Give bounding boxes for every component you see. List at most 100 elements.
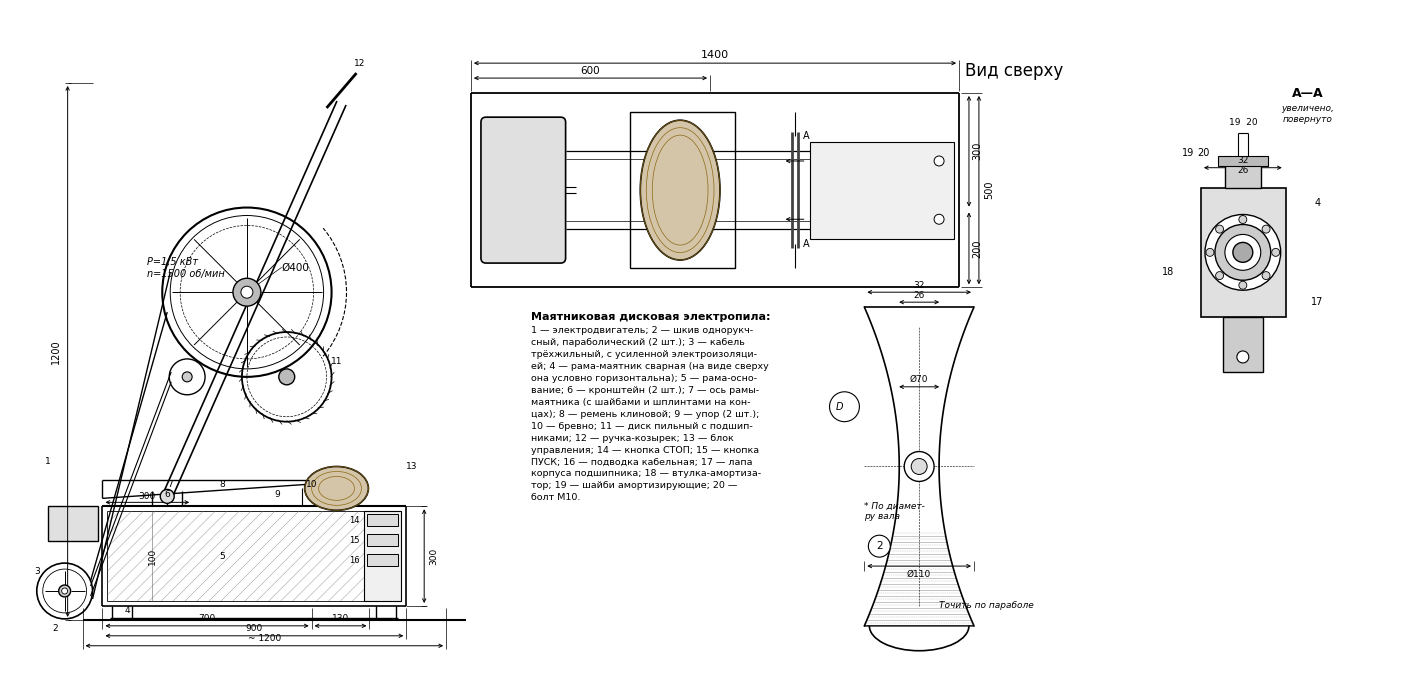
Text: 26: 26 xyxy=(913,291,925,299)
Text: 900: 900 xyxy=(245,624,263,634)
Text: никами; 12 — ручка-козырек; 13 — блок: никами; 12 — ручка-козырек; 13 — блок xyxy=(531,434,733,443)
Text: Вид сверху: Вид сверху xyxy=(965,62,1063,80)
Text: 10 — бревно; 11 — диск пильный с подшип-: 10 — бревно; 11 — диск пильный с подшип- xyxy=(531,421,752,430)
Text: ей; 4 — рама-маятник сварная (на виде сверху: ей; 4 — рама-маятник сварная (на виде св… xyxy=(531,362,769,371)
Circle shape xyxy=(1261,225,1270,233)
Ellipse shape xyxy=(641,120,721,260)
Text: 200: 200 xyxy=(972,239,982,258)
Text: * По диамет-
ру вала: * По диамет- ру вала xyxy=(865,501,925,521)
Bar xyxy=(367,554,398,566)
Text: Точить по параболе: Точить по параболе xyxy=(939,602,1033,610)
Text: Ø400: Ø400 xyxy=(281,263,310,272)
Text: 19  20: 19 20 xyxy=(1229,119,1257,128)
Bar xyxy=(367,534,398,546)
Text: 1 — электродвигатель; 2 — шкив однорукч-: 1 — электродвигатель; 2 — шкив однорукч- xyxy=(531,326,753,335)
Text: маятника (с шайбами и шплинтами на кон-: маятника (с шайбами и шплинтами на кон- xyxy=(531,398,751,406)
Circle shape xyxy=(1216,271,1223,280)
Text: 600: 600 xyxy=(581,66,601,76)
Text: 300: 300 xyxy=(430,548,438,565)
Text: 19: 19 xyxy=(1182,148,1194,158)
Text: 1: 1 xyxy=(44,457,50,466)
Text: трёхжильный, с усиленной электроизоляци-: трёхжильный, с усиленной электроизоляци- xyxy=(531,350,756,359)
Circle shape xyxy=(1261,271,1270,280)
Text: 1200: 1200 xyxy=(51,339,61,364)
Circle shape xyxy=(1233,242,1253,263)
Bar xyxy=(1202,188,1286,317)
Text: n=1500 об/мин: n=1500 об/мин xyxy=(147,269,225,279)
Circle shape xyxy=(1204,215,1280,291)
Text: цах); 8 — ремень клиновой; 9 — упор (2 шт.);: цах); 8 — ремень клиновой; 9 — упор (2 ш… xyxy=(531,410,759,419)
Text: A: A xyxy=(802,131,809,140)
Bar xyxy=(1224,163,1261,188)
Text: 6: 6 xyxy=(164,490,170,499)
Text: 11: 11 xyxy=(331,357,342,366)
Bar xyxy=(1223,317,1263,372)
Text: 16: 16 xyxy=(348,556,360,565)
Text: вание; 6 — кронштейн (2 шт.); 7 — ось рамы-: вание; 6 — кронштейн (2 шт.); 7 — ось ра… xyxy=(531,386,759,395)
Bar xyxy=(364,512,401,601)
Bar xyxy=(47,506,97,542)
Circle shape xyxy=(1239,281,1247,289)
Text: 2: 2 xyxy=(876,541,883,551)
Circle shape xyxy=(935,156,945,166)
Text: 3: 3 xyxy=(34,567,40,576)
Circle shape xyxy=(1239,216,1247,224)
Text: 100: 100 xyxy=(148,548,157,565)
Bar xyxy=(367,514,398,527)
Text: 2: 2 xyxy=(51,624,57,634)
Text: она условно горизонтальна); 5 — рама-осно-: она условно горизонтальна); 5 — рама-осн… xyxy=(531,374,756,383)
Circle shape xyxy=(869,535,890,557)
Text: увеличено,: увеличено, xyxy=(1281,104,1334,113)
Text: ПУСК; 16 — подводка кабельная; 17 — лапа: ПУСК; 16 — подводка кабельная; 17 — лапа xyxy=(531,458,752,466)
Text: А—А: А—А xyxy=(1291,87,1323,100)
Text: корпуса подшипника; 18 — втулка-амортиза-: корпуса подшипника; 18 — втулка-амортиза… xyxy=(531,469,761,479)
Text: болт М10.: болт М10. xyxy=(531,493,581,503)
Circle shape xyxy=(1206,248,1214,256)
Circle shape xyxy=(935,214,945,224)
Text: Ø110: Ø110 xyxy=(908,569,932,578)
Text: 5: 5 xyxy=(220,552,225,561)
FancyBboxPatch shape xyxy=(481,117,565,263)
Text: P=1,5 кВт: P=1,5 кВт xyxy=(147,257,198,267)
Text: 32: 32 xyxy=(1237,156,1249,165)
Text: 13: 13 xyxy=(405,462,417,471)
Circle shape xyxy=(61,588,67,594)
Text: 15: 15 xyxy=(350,535,360,545)
Text: 4: 4 xyxy=(1314,198,1320,207)
Circle shape xyxy=(1224,235,1261,270)
Text: управления; 14 — кнопка СТОП; 15 — кнопка: управления; 14 — кнопка СТОП; 15 — кнопк… xyxy=(531,445,759,455)
Text: 12: 12 xyxy=(354,59,365,68)
Text: Маятниковая дисковая электропила:: Маятниковая дисковая электропила: xyxy=(531,312,771,322)
Text: 14: 14 xyxy=(350,516,360,524)
Circle shape xyxy=(160,490,174,503)
Text: 300: 300 xyxy=(972,142,982,160)
Text: 8: 8 xyxy=(220,480,225,489)
Circle shape xyxy=(905,451,935,481)
Bar xyxy=(1217,155,1267,166)
Text: 17: 17 xyxy=(1311,297,1324,307)
Text: 300: 300 xyxy=(138,492,156,501)
Circle shape xyxy=(1271,248,1280,256)
Circle shape xyxy=(241,286,253,298)
Circle shape xyxy=(233,278,261,306)
Circle shape xyxy=(1214,224,1270,280)
Text: 500: 500 xyxy=(983,181,993,199)
Text: 9: 9 xyxy=(274,490,280,499)
Text: 10: 10 xyxy=(305,480,317,489)
Text: 32: 32 xyxy=(913,281,925,290)
Text: D: D xyxy=(836,402,843,412)
Circle shape xyxy=(912,458,928,475)
Text: 26: 26 xyxy=(1237,166,1249,175)
Text: ~ 1200: ~ 1200 xyxy=(248,634,281,643)
Text: A: A xyxy=(802,239,809,250)
Text: 700: 700 xyxy=(198,614,215,623)
Text: 18: 18 xyxy=(1162,267,1174,278)
Circle shape xyxy=(1216,225,1223,233)
Text: Ø70: Ø70 xyxy=(910,374,929,383)
Bar xyxy=(631,113,735,268)
Text: сный, параболический (2 шт.); 3 — кабель: сный, параболический (2 шт.); 3 — кабель xyxy=(531,338,745,347)
Text: 130: 130 xyxy=(332,614,350,623)
Text: тор; 19 — шайби амортизирующие; 20 —: тор; 19 — шайби амортизирующие; 20 — xyxy=(531,481,738,490)
Circle shape xyxy=(1237,351,1249,363)
Circle shape xyxy=(278,369,295,385)
